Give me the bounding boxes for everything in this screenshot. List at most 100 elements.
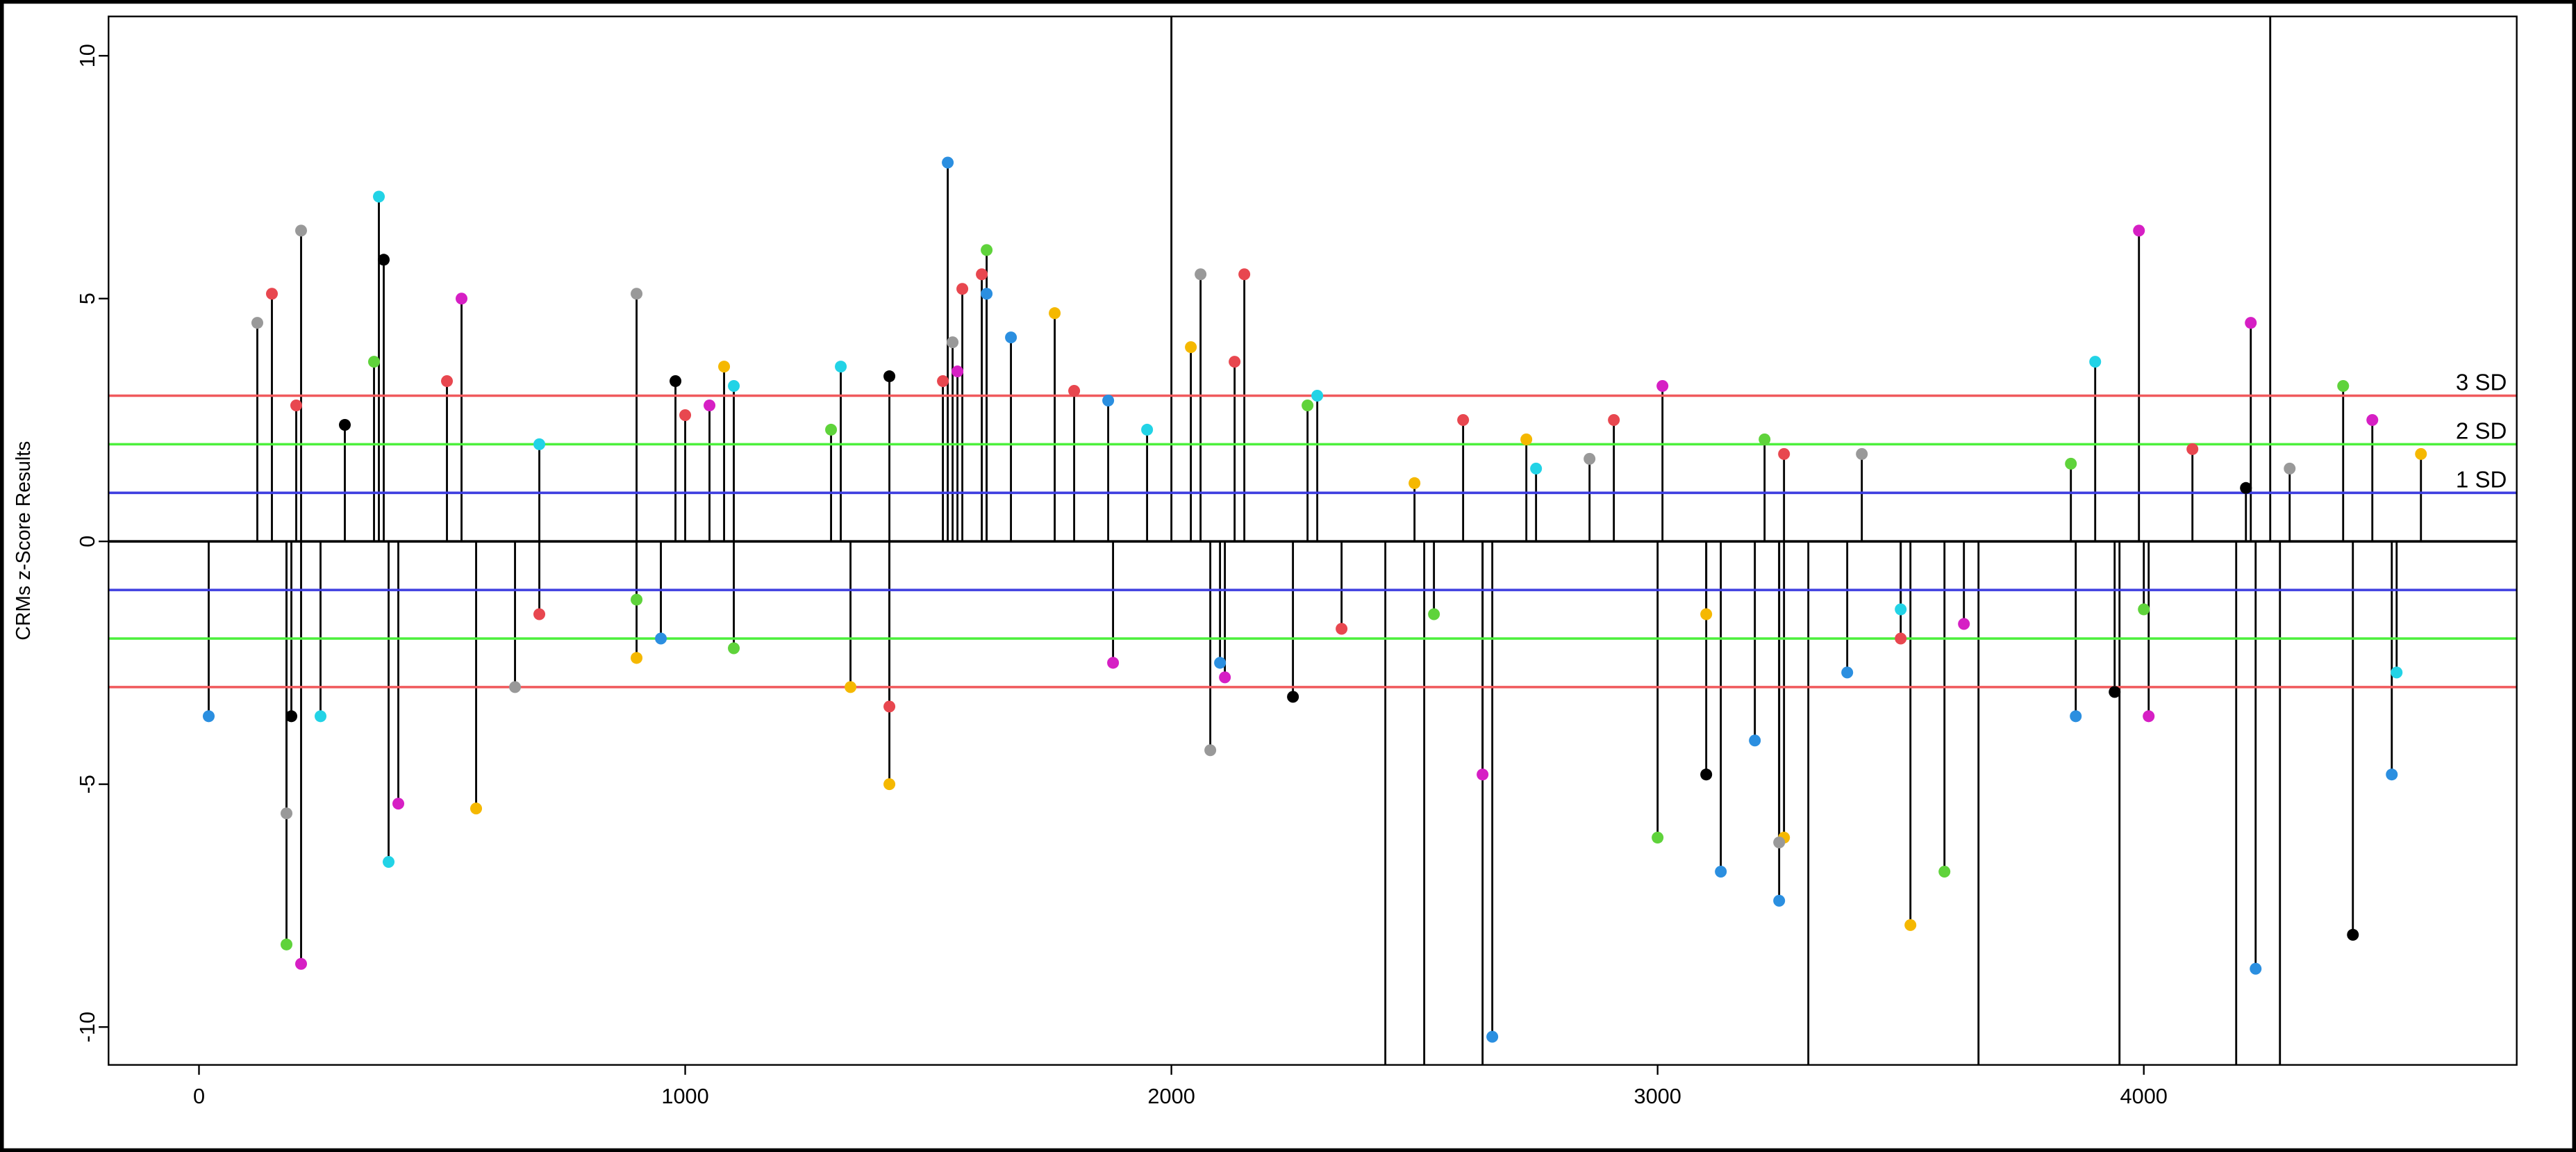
y-axis-label: CRMs z-Score Results: [13, 441, 35, 641]
point: [456, 293, 468, 305]
point: [1107, 657, 1120, 669]
point: [315, 710, 327, 723]
point: [533, 438, 546, 450]
point: [294, 957, 308, 970]
point: [1608, 413, 1620, 426]
point: [2366, 413, 2379, 426]
point: [1749, 734, 1761, 747]
point: [1049, 307, 1061, 320]
x-tick-label: 3000: [1634, 1084, 1681, 1108]
point: [952, 365, 964, 378]
point: [1195, 268, 1207, 281]
plot-area: [108, 16, 2517, 1065]
y-tick-label: -10: [75, 1012, 99, 1042]
point: [368, 356, 381, 368]
point: [1204, 744, 1217, 757]
point: [2065, 457, 2077, 470]
point: [1895, 632, 1907, 645]
point: [2347, 928, 2359, 941]
point: [1068, 385, 1081, 397]
point: [1214, 657, 1227, 669]
point: [202, 710, 215, 723]
point: [392, 798, 405, 810]
point: [2240, 482, 2252, 494]
x-tick-label: 0: [193, 1084, 205, 1108]
point: [251, 317, 264, 329]
point: [1457, 413, 1470, 426]
point: [265, 288, 279, 300]
point: [704, 399, 716, 412]
point: [937, 375, 949, 388]
point: [655, 632, 667, 645]
point: [956, 283, 969, 295]
point: [883, 778, 896, 791]
reference-label: 1 SD: [2456, 467, 2507, 493]
point: [947, 336, 959, 349]
point: [835, 361, 847, 373]
point: [883, 700, 896, 713]
point: [631, 288, 643, 300]
point: [280, 807, 293, 820]
point: [533, 608, 546, 620]
point: [383, 855, 395, 869]
point: [670, 375, 682, 388]
point: [1287, 691, 1299, 703]
point: [294, 224, 308, 237]
point: [825, 423, 838, 436]
point: [1652, 832, 1664, 844]
point: [2133, 224, 2145, 237]
point: [1773, 837, 1786, 849]
point: [1656, 380, 1669, 393]
point: [1486, 1030, 1499, 1043]
point: [942, 156, 954, 169]
point: [290, 399, 303, 412]
point: [728, 642, 740, 655]
point: [1302, 399, 1314, 412]
point: [1841, 666, 1854, 679]
point: [1238, 268, 1251, 281]
point: [631, 652, 643, 664]
x-tick-label: 2000: [1147, 1084, 1195, 1108]
point: [1856, 447, 1868, 460]
point: [2415, 447, 2427, 460]
point: [883, 370, 896, 383]
point: [509, 681, 522, 693]
point: [1219, 671, 1231, 684]
point: [2089, 356, 2102, 368]
point: [2070, 710, 2082, 723]
point: [373, 190, 385, 203]
point: [1773, 894, 1786, 907]
point: [2337, 380, 2350, 393]
point: [2143, 710, 2155, 723]
point: [2386, 768, 2398, 781]
point: [1584, 452, 1596, 465]
point: [378, 254, 390, 266]
point: [728, 380, 740, 393]
point: [976, 268, 988, 281]
point: [1428, 608, 1440, 620]
point: [1005, 331, 1017, 344]
reference-label: 3 SD: [2456, 370, 2507, 396]
point: [1759, 433, 1771, 445]
point: [1409, 477, 1421, 489]
y-tick-label: 10: [75, 44, 99, 67]
point: [1311, 390, 1324, 402]
point: [2250, 962, 2262, 975]
point: [1938, 865, 1951, 878]
reference-label: 2 SD: [2456, 419, 2507, 445]
point: [2186, 443, 2199, 455]
point: [2284, 462, 2296, 475]
point: [631, 593, 643, 606]
y-tick-label: 0: [75, 536, 99, 548]
point: [2138, 603, 2150, 616]
point: [1700, 608, 1713, 620]
point: [2391, 666, 2403, 679]
point: [280, 938, 293, 951]
point: [981, 244, 993, 256]
y-tick-label: -5: [75, 775, 99, 793]
point: [1778, 447, 1790, 460]
point: [718, 361, 731, 373]
